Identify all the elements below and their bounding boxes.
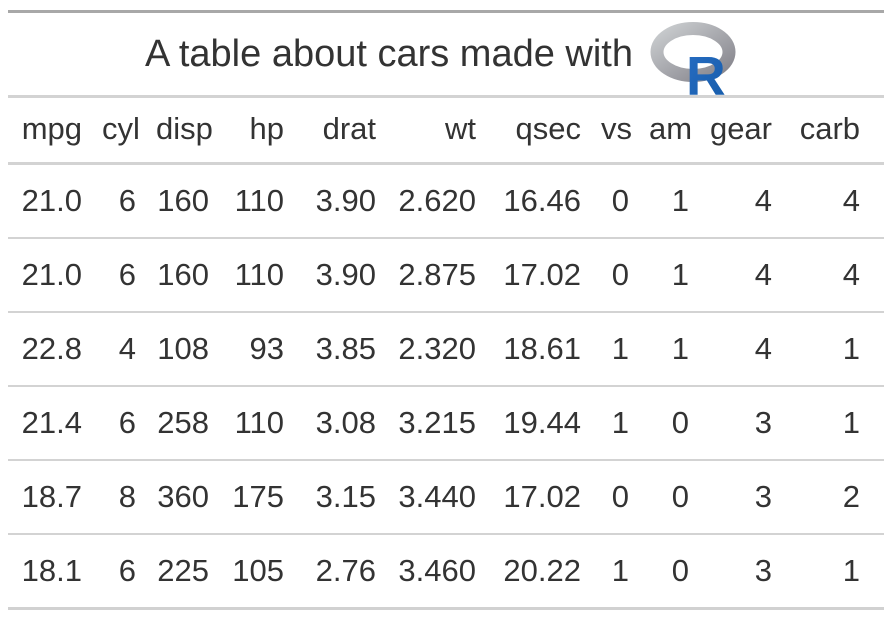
column-header-gear: gear bbox=[699, 96, 782, 165]
column-header-wt: wt bbox=[386, 96, 486, 165]
table-cell: 0 bbox=[611, 183, 629, 218]
column-header-am: am bbox=[639, 96, 699, 165]
table-cell: 258 bbox=[146, 385, 219, 460]
table-row: 21.0 6 160 110 3.90 2.620 16.46 0 1 4 4 bbox=[8, 164, 884, 239]
table-cell: 6 bbox=[118, 183, 136, 218]
table-cell: 2.875 bbox=[386, 237, 486, 312]
table-cell: 225 bbox=[146, 533, 219, 609]
table-cell: 3 bbox=[699, 533, 782, 609]
table-cell: 2.320 bbox=[386, 311, 486, 386]
table-cell: 0 bbox=[639, 385, 699, 460]
table-cell: 0 bbox=[639, 533, 699, 609]
table-cell: 175 bbox=[219, 459, 294, 534]
table-cell: 110 bbox=[219, 385, 294, 460]
table-cell: 3.08 bbox=[294, 385, 386, 460]
table-cell: 3 bbox=[699, 459, 782, 534]
column-header-drat: drat bbox=[294, 96, 386, 165]
table-cell: 6 bbox=[92, 385, 146, 460]
table-cell: 0 bbox=[591, 237, 639, 312]
table-title: A table about cars made with bbox=[145, 33, 633, 75]
table-cell: 6 bbox=[92, 237, 146, 312]
table-cell: 2 bbox=[782, 459, 885, 534]
column-header-hp: hp bbox=[219, 96, 294, 165]
table-cell: 93 bbox=[219, 311, 294, 386]
table-cell: 0 bbox=[639, 459, 699, 534]
table-row: 18.1 6 225 105 2.76 3.460 20.22 1 0 3 1 bbox=[8, 533, 885, 609]
table-cell: 21.4 bbox=[8, 385, 92, 460]
cars-table-container: A table about cars made with bbox=[8, 10, 885, 610]
table-cell: 20.22 bbox=[486, 533, 591, 609]
table-heading: A table about cars made with bbox=[8, 11, 885, 98]
column-header-vs: vs bbox=[591, 96, 639, 165]
column-header-carb: carb bbox=[782, 96, 885, 165]
table-cell: 4 bbox=[699, 311, 782, 386]
table-cell: 360 bbox=[146, 459, 219, 534]
column-labels-row: mpg cyl disp hp drat wt qsec vs am gear carb bbox=[8, 96, 885, 165]
table-cell: 0 bbox=[591, 459, 639, 534]
table-cell: 6 bbox=[92, 533, 146, 609]
table-cell: 4 bbox=[92, 311, 146, 386]
table-row: 22.8 4 108 93 3.85 2.320 18.61 1 1 4 1 bbox=[8, 311, 885, 386]
table-row: 21.4 6 258 110 3.08 3.215 19.44 1 0 3 1 bbox=[8, 385, 885, 460]
table-cell: 4 bbox=[699, 237, 782, 312]
svg-text:R: R bbox=[686, 45, 726, 96]
table-cell: 18.1 bbox=[8, 533, 92, 609]
cars-table: A table about cars made with bbox=[8, 10, 885, 610]
column-header-mpg: mpg bbox=[8, 96, 92, 165]
column-header-cyl: cyl bbox=[92, 96, 146, 165]
table-cell: 18.61 bbox=[486, 311, 591, 386]
title-row: A table about cars made with bbox=[8, 11, 885, 98]
table-cell: 18.7 bbox=[8, 459, 92, 534]
table-cell: 2.76 bbox=[294, 533, 386, 609]
table-cell: 16.46 bbox=[503, 183, 581, 218]
table-cell: 21.0 bbox=[21, 183, 82, 218]
table-cell: 1 bbox=[639, 311, 699, 386]
table-cell: 110 bbox=[219, 237, 294, 312]
table-cell: 110 bbox=[234, 183, 284, 218]
table-cell: 1 bbox=[591, 533, 639, 609]
table-cell: 19.44 bbox=[486, 385, 591, 460]
table-cell: 2.620 bbox=[398, 183, 476, 218]
table-cell: 108 bbox=[146, 311, 219, 386]
table-cell: 1 bbox=[782, 385, 885, 460]
table-cell: 1 bbox=[591, 385, 639, 460]
table-cell: 3.15 bbox=[294, 459, 386, 534]
table-cell: 3.90 bbox=[294, 237, 386, 312]
table-cell: 3.215 bbox=[386, 385, 486, 460]
table-cell: 160 bbox=[146, 237, 219, 312]
table-cell: 3 bbox=[699, 385, 782, 460]
column-header-qsec: qsec bbox=[486, 96, 591, 165]
table-cell: 3.440 bbox=[386, 459, 486, 534]
table-row: 18.7 8 360 175 3.15 3.440 17.02 0 0 3 2 bbox=[8, 459, 885, 534]
table-cell: 17.02 bbox=[486, 237, 591, 312]
table-cell: 3.90 bbox=[315, 183, 376, 218]
table-cell: 1 bbox=[671, 183, 689, 218]
r-logo-icon: R bbox=[650, 22, 736, 96]
table-cell: 1 bbox=[782, 311, 885, 386]
column-header-disp: disp bbox=[146, 96, 219, 165]
table-row: 21.0 6 160 110 3.90 2.875 17.02 0 1 4 4 bbox=[8, 237, 885, 312]
table-cell: 4 bbox=[782, 237, 885, 312]
table-cell: 3.460 bbox=[386, 533, 486, 609]
table-cell: 1 bbox=[639, 237, 699, 312]
heading-content: A table about cars made with bbox=[8, 15, 884, 96]
table-cell: 160 bbox=[157, 183, 209, 218]
table-cell: 3.85 bbox=[294, 311, 386, 386]
table-cell: 17.02 bbox=[486, 459, 591, 534]
table-cell: 8 bbox=[92, 459, 146, 534]
table-cell: 4 bbox=[842, 183, 861, 218]
table-cell: 22.8 bbox=[8, 311, 92, 386]
table-cell: 4 bbox=[754, 183, 772, 218]
table-cell: 1 bbox=[782, 533, 885, 609]
table-cell: 21.0 bbox=[8, 237, 92, 312]
table-cell: 105 bbox=[219, 533, 294, 609]
table-body: 21.0 6 160 110 3.90 2.620 16.46 0 1 4 4 21.0 6 160 110… bbox=[8, 164, 885, 609]
table-cell: 1 bbox=[591, 311, 639, 386]
